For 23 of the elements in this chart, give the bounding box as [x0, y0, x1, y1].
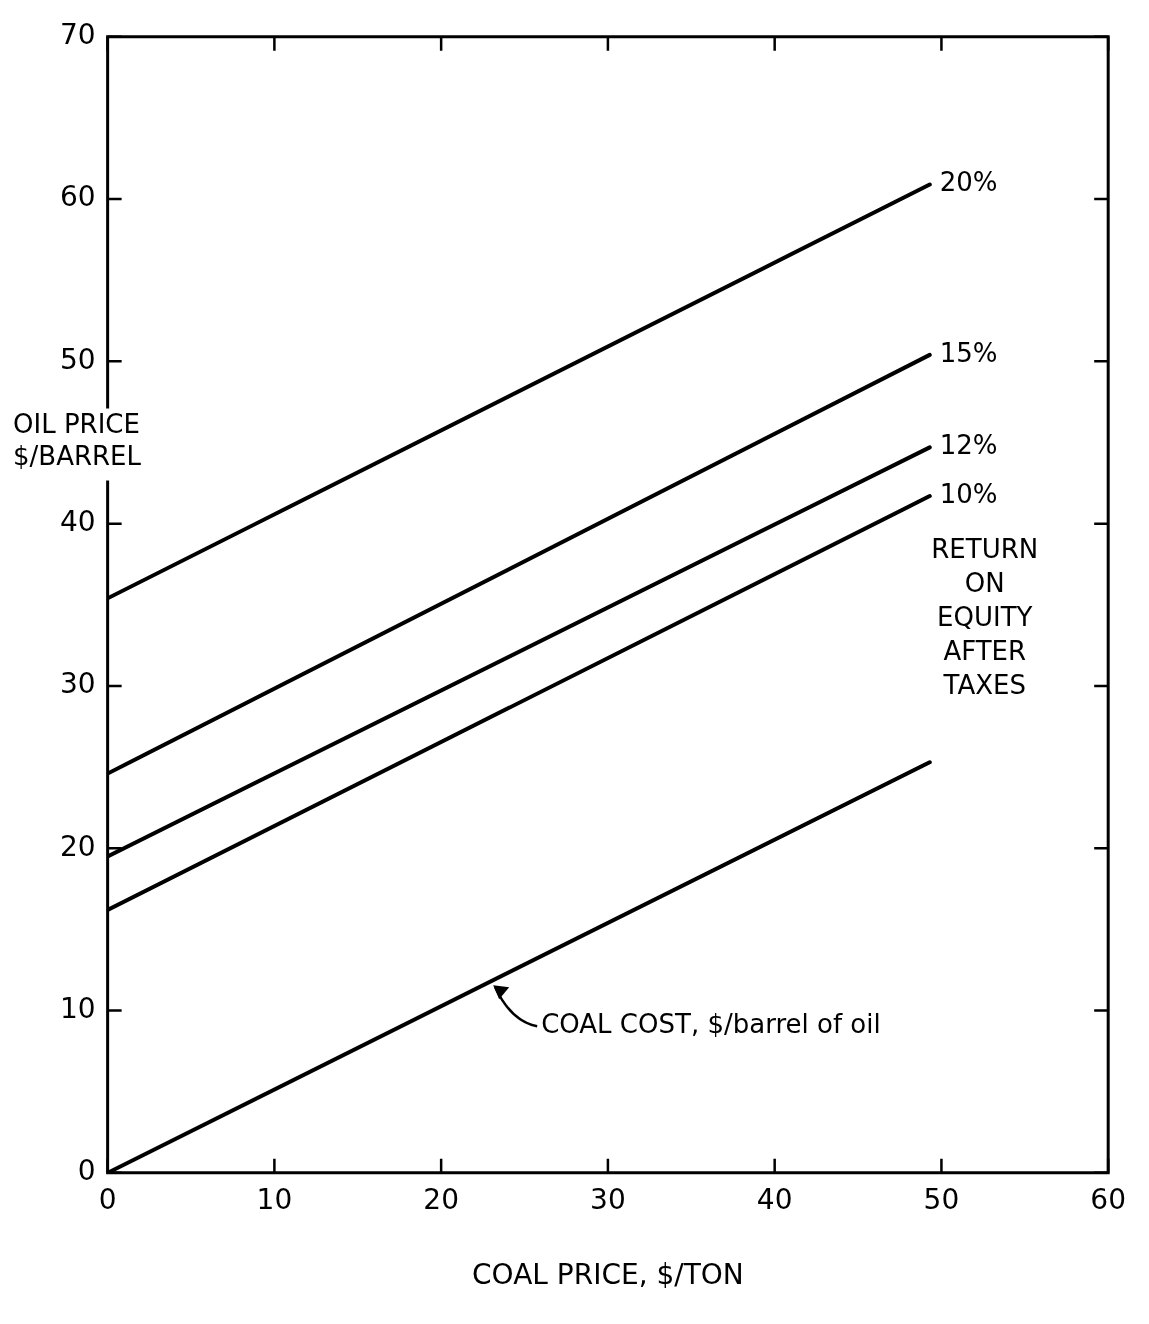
y-axis-title: OIL PRICE $/BARREL	[13, 409, 142, 472]
y-tick-label: 0	[77, 1154, 96, 1188]
y-tick-label: 60	[59, 180, 96, 214]
x-axis-title: COAL PRICE, $/TON	[472, 1258, 744, 1292]
series-label: 20%	[939, 167, 998, 198]
x-tick-label: 0	[98, 1182, 117, 1216]
y-tick-label: 50	[59, 342, 96, 376]
x-tick-label: 20	[423, 1182, 459, 1216]
y-tick-label: 40	[59, 504, 96, 538]
annotation: RETURN ON EQUITY AFTER TAXES	[931, 533, 1039, 700]
annotation: COAL COST, $/barrel of oil	[541, 1009, 881, 1040]
series-label: 12%	[939, 430, 998, 461]
y-tick-label: 70	[59, 18, 96, 52]
series-label: 10%	[939, 478, 998, 509]
x-tick-label: 30	[590, 1182, 626, 1216]
y-tick-label: 10	[59, 991, 96, 1025]
x-tick-label: 50	[923, 1182, 960, 1216]
y-tick-label: 20	[59, 829, 96, 863]
y-tick-label: 30	[59, 667, 96, 701]
x-tick-label: 10	[256, 1182, 293, 1216]
x-tick-label: 60	[1090, 1182, 1127, 1216]
x-tick-label: 40	[756, 1182, 793, 1216]
series-label: 15%	[939, 337, 998, 368]
